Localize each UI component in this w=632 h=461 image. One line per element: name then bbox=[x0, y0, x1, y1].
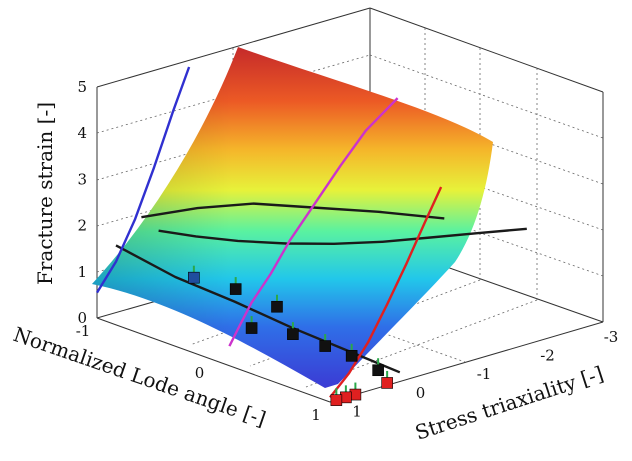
marker-square bbox=[372, 364, 384, 377]
y-tick-label: -1 bbox=[76, 322, 91, 340]
x-axis-label: Stress triaxiality [-] bbox=[412, 361, 606, 445]
data-marker-2 bbox=[271, 294, 283, 313]
marker-square bbox=[381, 377, 393, 389]
marker-square bbox=[345, 350, 358, 362]
z-tick-label: 3 bbox=[77, 170, 87, 188]
data-marker-6 bbox=[345, 343, 358, 362]
y-tick-label: 1 bbox=[311, 406, 321, 424]
data-marker-7 bbox=[372, 358, 384, 377]
surface-curve-3 bbox=[228, 97, 399, 347]
marker-square bbox=[319, 340, 331, 352]
markers-layer bbox=[188, 265, 393, 406]
x-tick-label: -3 bbox=[604, 328, 619, 346]
y-axis-label: Normalized Lode angle [-] bbox=[10, 322, 269, 431]
z-tick-label: 1 bbox=[77, 263, 87, 281]
y-ticks: -1 0 1 bbox=[76, 322, 321, 424]
surface-curve-4 bbox=[95, 66, 191, 294]
fracture-locus-surface bbox=[92, 47, 493, 388]
marker-square bbox=[229, 283, 242, 295]
x-tick-label: 0 bbox=[416, 384, 426, 402]
z-ticks: 0 1 2 3 4 5 bbox=[77, 78, 87, 327]
z-axis-label: Fracture strain [-] bbox=[33, 102, 57, 285]
surface-curve-0 bbox=[158, 227, 527, 245]
x-tick-label: 1 bbox=[352, 402, 362, 420]
data-marker-11 bbox=[330, 388, 343, 406]
data-marker-8 bbox=[381, 370, 393, 389]
marker-square bbox=[188, 271, 200, 284]
marker-square bbox=[287, 328, 299, 340]
x-tick-label: -2 bbox=[540, 347, 555, 365]
z-tick-label: 4 bbox=[77, 124, 87, 142]
z-tick-label: 5 bbox=[77, 78, 87, 96]
data-marker-5 bbox=[319, 334, 331, 352]
marker-square bbox=[330, 394, 343, 406]
x-ticks: -3 -2 -1 0 1 bbox=[352, 328, 618, 420]
surface-curve-5 bbox=[329, 186, 443, 399]
data-marker-3 bbox=[245, 316, 258, 334]
y-tick-label: 0 bbox=[195, 364, 205, 382]
x-tick-label: -1 bbox=[477, 365, 492, 383]
marker-square bbox=[271, 300, 283, 313]
z-tick-label: 0 bbox=[77, 309, 87, 327]
data-marker-0 bbox=[188, 265, 200, 284]
marker-square bbox=[245, 322, 258, 334]
data-marker-1 bbox=[229, 277, 242, 295]
data-marker-4 bbox=[287, 322, 299, 340]
z-tick-label: 2 bbox=[77, 217, 87, 235]
surface-curve-1 bbox=[141, 202, 445, 220]
